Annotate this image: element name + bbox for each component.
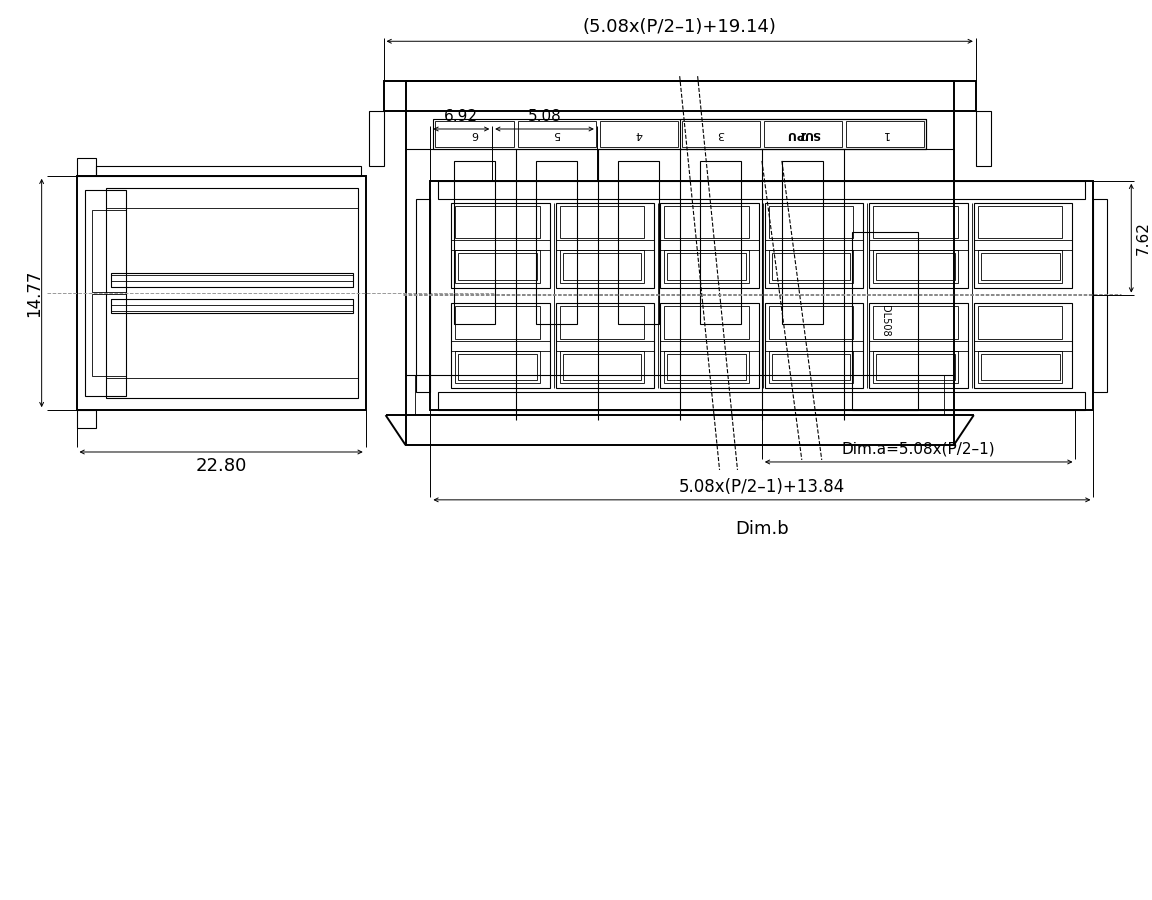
Bar (978, 351, 1062, 383)
Bar (92, 293, 127, 376)
Bar (870, 202, 968, 287)
Text: 5.08: 5.08 (528, 109, 561, 123)
Bar (619, 161, 659, 324)
Bar (660, 202, 759, 287)
Bar (768, 250, 854, 283)
Bar (439, 181, 1085, 199)
Bar (454, 161, 495, 324)
Bar (870, 303, 968, 388)
Bar (782, 161, 824, 324)
Bar (873, 351, 958, 383)
Bar (665, 206, 749, 238)
Bar (458, 354, 537, 380)
Bar (517, 121, 596, 147)
Text: DL508: DL508 (880, 305, 889, 337)
Bar (452, 303, 550, 388)
Bar (764, 121, 842, 147)
Bar (665, 351, 749, 383)
Bar (84, 190, 127, 396)
Bar (406, 81, 954, 445)
Bar (431, 181, 1093, 410)
Bar (877, 253, 955, 280)
Bar (417, 199, 431, 392)
Bar (973, 202, 1073, 287)
Bar (556, 202, 654, 287)
Bar (76, 410, 97, 428)
Bar (112, 299, 353, 313)
Bar (978, 206, 1062, 238)
Bar (665, 250, 749, 283)
Bar (1093, 199, 1107, 392)
Bar (560, 206, 644, 238)
Bar (667, 354, 746, 380)
Text: 5.08x(P/2–1)+13.84: 5.08x(P/2–1)+13.84 (679, 478, 846, 496)
Bar (92, 210, 127, 292)
Bar (563, 253, 642, 280)
Text: 5: 5 (553, 129, 560, 139)
Bar (700, 161, 741, 324)
Bar (768, 306, 854, 338)
Text: 6.92: 6.92 (445, 109, 478, 123)
Bar (384, 81, 976, 111)
Bar (980, 253, 1060, 280)
Bar (560, 250, 644, 283)
Bar (112, 273, 353, 287)
Bar (682, 121, 760, 147)
Bar (768, 351, 854, 383)
Text: 4: 4 (635, 129, 642, 139)
Text: Dim.b: Dim.b (735, 520, 789, 538)
Bar (852, 232, 918, 410)
Bar (76, 176, 365, 410)
Bar (660, 303, 759, 388)
Bar (768, 206, 854, 238)
Bar (455, 351, 540, 383)
Text: 3: 3 (718, 129, 725, 139)
Bar (980, 354, 1060, 380)
Bar (772, 354, 850, 380)
Bar (455, 250, 540, 283)
Bar (978, 250, 1062, 283)
Bar (873, 250, 958, 283)
Bar (556, 303, 654, 388)
Bar (455, 206, 540, 238)
Bar (667, 253, 746, 280)
Bar (435, 121, 514, 147)
Bar (976, 111, 991, 166)
Bar (76, 158, 97, 176)
Text: SUPU: SUPU (786, 129, 820, 139)
Text: 14.77: 14.77 (24, 269, 43, 317)
Text: 1: 1 (881, 129, 888, 139)
Bar (563, 354, 642, 380)
Bar (455, 306, 540, 338)
Bar (106, 188, 357, 398)
Text: 2: 2 (799, 129, 806, 139)
Bar (536, 161, 577, 324)
Bar (765, 303, 864, 388)
Text: (5.08x(P/2–1)+19.14): (5.08x(P/2–1)+19.14) (583, 18, 776, 36)
Bar (873, 206, 958, 238)
Bar (560, 351, 644, 383)
Bar (665, 306, 749, 338)
Bar (599, 121, 677, 147)
Bar (369, 111, 384, 166)
Bar (452, 202, 550, 287)
Bar (433, 119, 926, 148)
Bar (973, 303, 1073, 388)
Bar (846, 121, 924, 147)
Bar (560, 306, 644, 338)
Bar (772, 253, 850, 280)
Bar (458, 253, 537, 280)
Bar (877, 354, 955, 380)
Text: Dim.a=5.08x(P/2–1): Dim.a=5.08x(P/2–1) (842, 442, 995, 456)
Text: 22.80: 22.80 (196, 457, 247, 475)
Bar (680, 119, 926, 148)
Text: 6: 6 (471, 129, 478, 139)
Bar (765, 202, 864, 287)
Bar (873, 306, 958, 338)
Text: 7.62: 7.62 (1136, 221, 1151, 255)
Bar (439, 392, 1085, 410)
Bar (978, 306, 1062, 338)
Bar (97, 166, 361, 176)
